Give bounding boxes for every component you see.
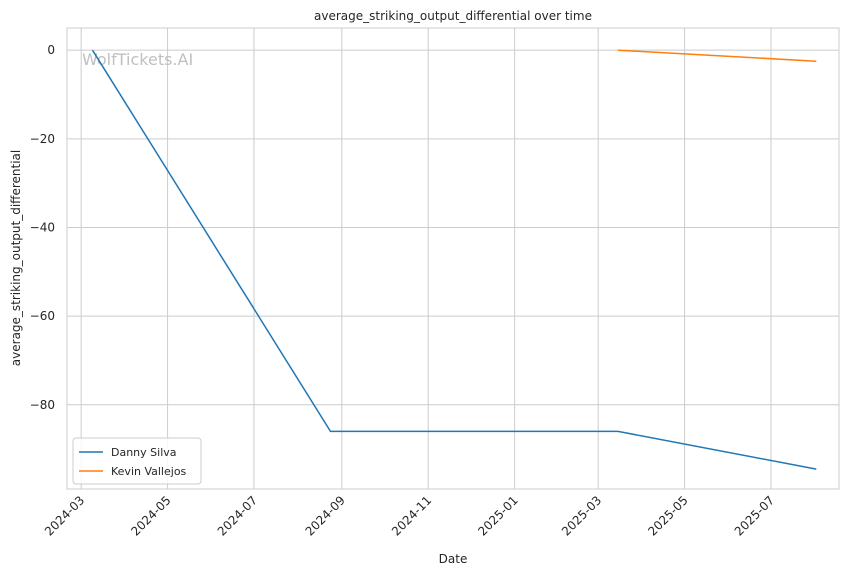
x-tick-label: 2025-07 bbox=[732, 493, 777, 538]
x-tick-label: 2024-03 bbox=[42, 493, 87, 538]
y-tick-labels: 0 −20 −40 −60 −80 bbox=[30, 43, 55, 412]
plot-area bbox=[66, 27, 840, 490]
y-tick-label: −20 bbox=[30, 132, 55, 146]
x-tick-label: 2024-05 bbox=[128, 493, 173, 538]
x-tick-label: 2024-11 bbox=[389, 493, 434, 538]
y-gridlines bbox=[67, 49, 839, 406]
chart-title: average_striking_output_differential ove… bbox=[314, 9, 592, 23]
x-axis-label: Date bbox=[439, 552, 468, 566]
x-tick-labels: 2024-03 2024-05 2024-07 2024-09 2024-11 2025-… bbox=[42, 493, 777, 538]
x-tick-label: 2024-09 bbox=[303, 493, 348, 538]
y-tick-label: −60 bbox=[30, 309, 55, 323]
legend-label: Danny Silva bbox=[111, 446, 177, 459]
legend: Danny Silva Kevin Vallejos bbox=[72, 437, 202, 485]
legend-box bbox=[72, 437, 202, 485]
series-line-0 bbox=[91, 49, 817, 470]
y-tick-label: 0 bbox=[47, 43, 55, 57]
watermark: WolfTickets.AI bbox=[82, 50, 193, 69]
legend-label: Kevin Vallejos bbox=[111, 465, 187, 478]
series-lines bbox=[91, 49, 817, 470]
x-tick-label: 2025-05 bbox=[645, 493, 690, 538]
y-tick-label: −40 bbox=[30, 220, 55, 234]
y-axis-label: average_striking_output_differential bbox=[9, 150, 23, 366]
x-tick-label: 2024-07 bbox=[215, 493, 260, 538]
y-tick-label: −80 bbox=[30, 398, 55, 412]
x-tick-label: 2025-01 bbox=[475, 493, 520, 538]
x-gridlines bbox=[80, 28, 772, 489]
x-tick-label: 2025-03 bbox=[559, 493, 604, 538]
series-line-1 bbox=[617, 49, 817, 62]
